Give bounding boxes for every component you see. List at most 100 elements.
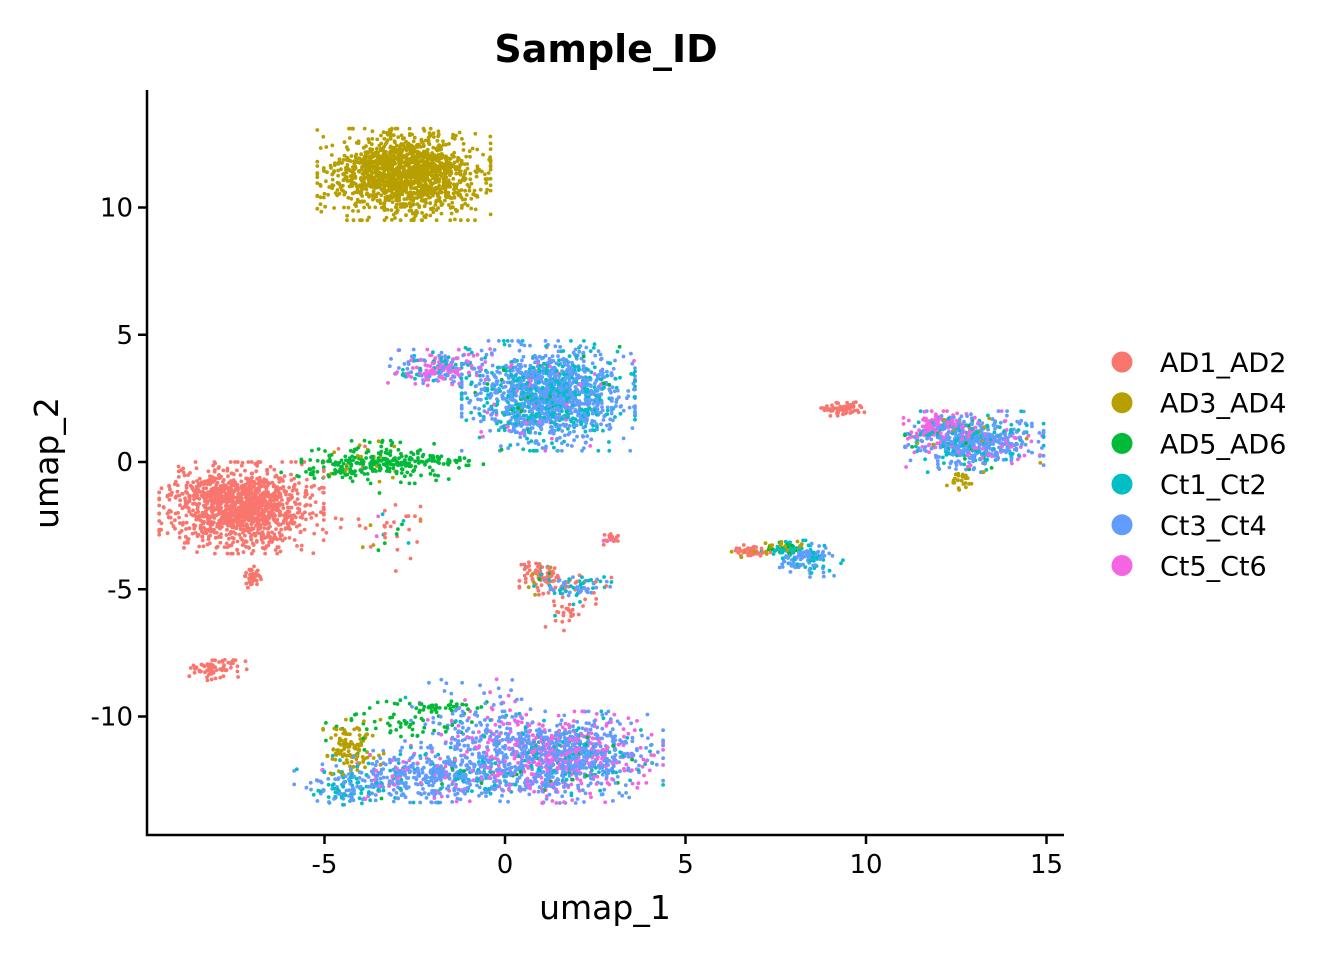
data-point — [1014, 436, 1018, 441]
data-point — [419, 137, 424, 142]
data-point — [191, 502, 195, 506]
data-point — [167, 497, 172, 502]
data-point — [964, 485, 968, 490]
data-point — [795, 539, 800, 544]
data-point — [552, 603, 557, 608]
data-point — [325, 753, 330, 758]
data-point — [400, 467, 405, 472]
data-point — [572, 709, 577, 714]
data-point — [322, 191, 327, 196]
data-point — [574, 423, 579, 428]
data-point — [399, 133, 404, 138]
data-point — [280, 538, 285, 543]
data-point — [570, 405, 575, 410]
data-point — [962, 462, 967, 467]
data-point — [661, 763, 665, 767]
data-point — [638, 745, 643, 750]
data-point — [574, 376, 578, 381]
data-point — [469, 410, 473, 415]
data-point — [342, 205, 346, 210]
data-point — [488, 770, 492, 774]
data-point — [513, 421, 518, 426]
data-point — [471, 353, 476, 358]
data-point — [558, 801, 562, 805]
data-point — [478, 683, 482, 688]
data-point — [543, 625, 548, 629]
data-point — [1036, 439, 1041, 444]
data-point — [244, 581, 249, 586]
data-point — [515, 442, 520, 447]
data-point — [341, 802, 345, 807]
data-point — [181, 470, 186, 475]
data-point — [330, 143, 335, 148]
data-point — [309, 787, 313, 792]
data-point — [573, 385, 578, 389]
data-point — [387, 469, 392, 474]
data-point — [407, 461, 412, 466]
data-point — [466, 747, 471, 751]
data-point — [341, 178, 346, 183]
data-point — [377, 479, 382, 484]
data-point — [502, 768, 507, 773]
data-point — [393, 569, 398, 573]
data-point — [474, 736, 479, 740]
data-point — [308, 458, 313, 462]
data-point — [443, 194, 448, 199]
data-point — [469, 761, 473, 766]
data-point — [490, 363, 495, 368]
data-point — [329, 153, 334, 157]
data-point — [238, 473, 243, 477]
data-point — [408, 769, 412, 773]
data-point — [644, 746, 648, 750]
data-point — [474, 373, 479, 378]
data-point — [464, 154, 469, 159]
data-point — [458, 797, 463, 802]
data-point — [604, 775, 609, 779]
data-point — [238, 527, 243, 532]
data-point — [639, 754, 643, 758]
data-point — [406, 776, 411, 780]
data-point — [963, 457, 967, 461]
data-point — [607, 448, 612, 453]
data-point — [591, 346, 596, 350]
data-point — [193, 460, 198, 464]
data-point — [571, 602, 576, 607]
data-point — [621, 354, 626, 359]
data-point — [376, 439, 381, 444]
data-point — [467, 149, 472, 154]
data-point — [1041, 463, 1046, 468]
data-point — [463, 755, 468, 760]
data-point — [398, 698, 403, 703]
data-point — [240, 538, 245, 542]
data-point — [729, 549, 734, 554]
data-point — [364, 450, 369, 455]
data-point — [319, 780, 324, 785]
data-point — [488, 147, 493, 152]
data-point — [479, 348, 484, 353]
data-point — [274, 527, 278, 531]
data-point — [349, 439, 354, 443]
data-point — [287, 492, 292, 497]
data-point — [419, 792, 424, 797]
data-point — [461, 353, 466, 358]
data-point — [431, 193, 435, 198]
data-point — [173, 526, 177, 531]
data-point — [584, 773, 589, 778]
data-point — [411, 800, 416, 805]
data-point — [470, 720, 474, 724]
data-point — [371, 756, 376, 760]
data-point — [315, 469, 320, 474]
data-point — [557, 374, 561, 379]
data-point — [381, 751, 386, 756]
data-point — [292, 782, 297, 787]
data-point — [335, 188, 340, 192]
data-point — [564, 766, 569, 771]
data-point — [349, 717, 354, 721]
data-point — [522, 573, 527, 578]
data-point — [371, 189, 376, 193]
data-point — [498, 420, 503, 424]
data-point — [541, 723, 545, 728]
data-point — [542, 718, 546, 723]
data-point — [351, 218, 356, 223]
data-point — [536, 588, 541, 593]
